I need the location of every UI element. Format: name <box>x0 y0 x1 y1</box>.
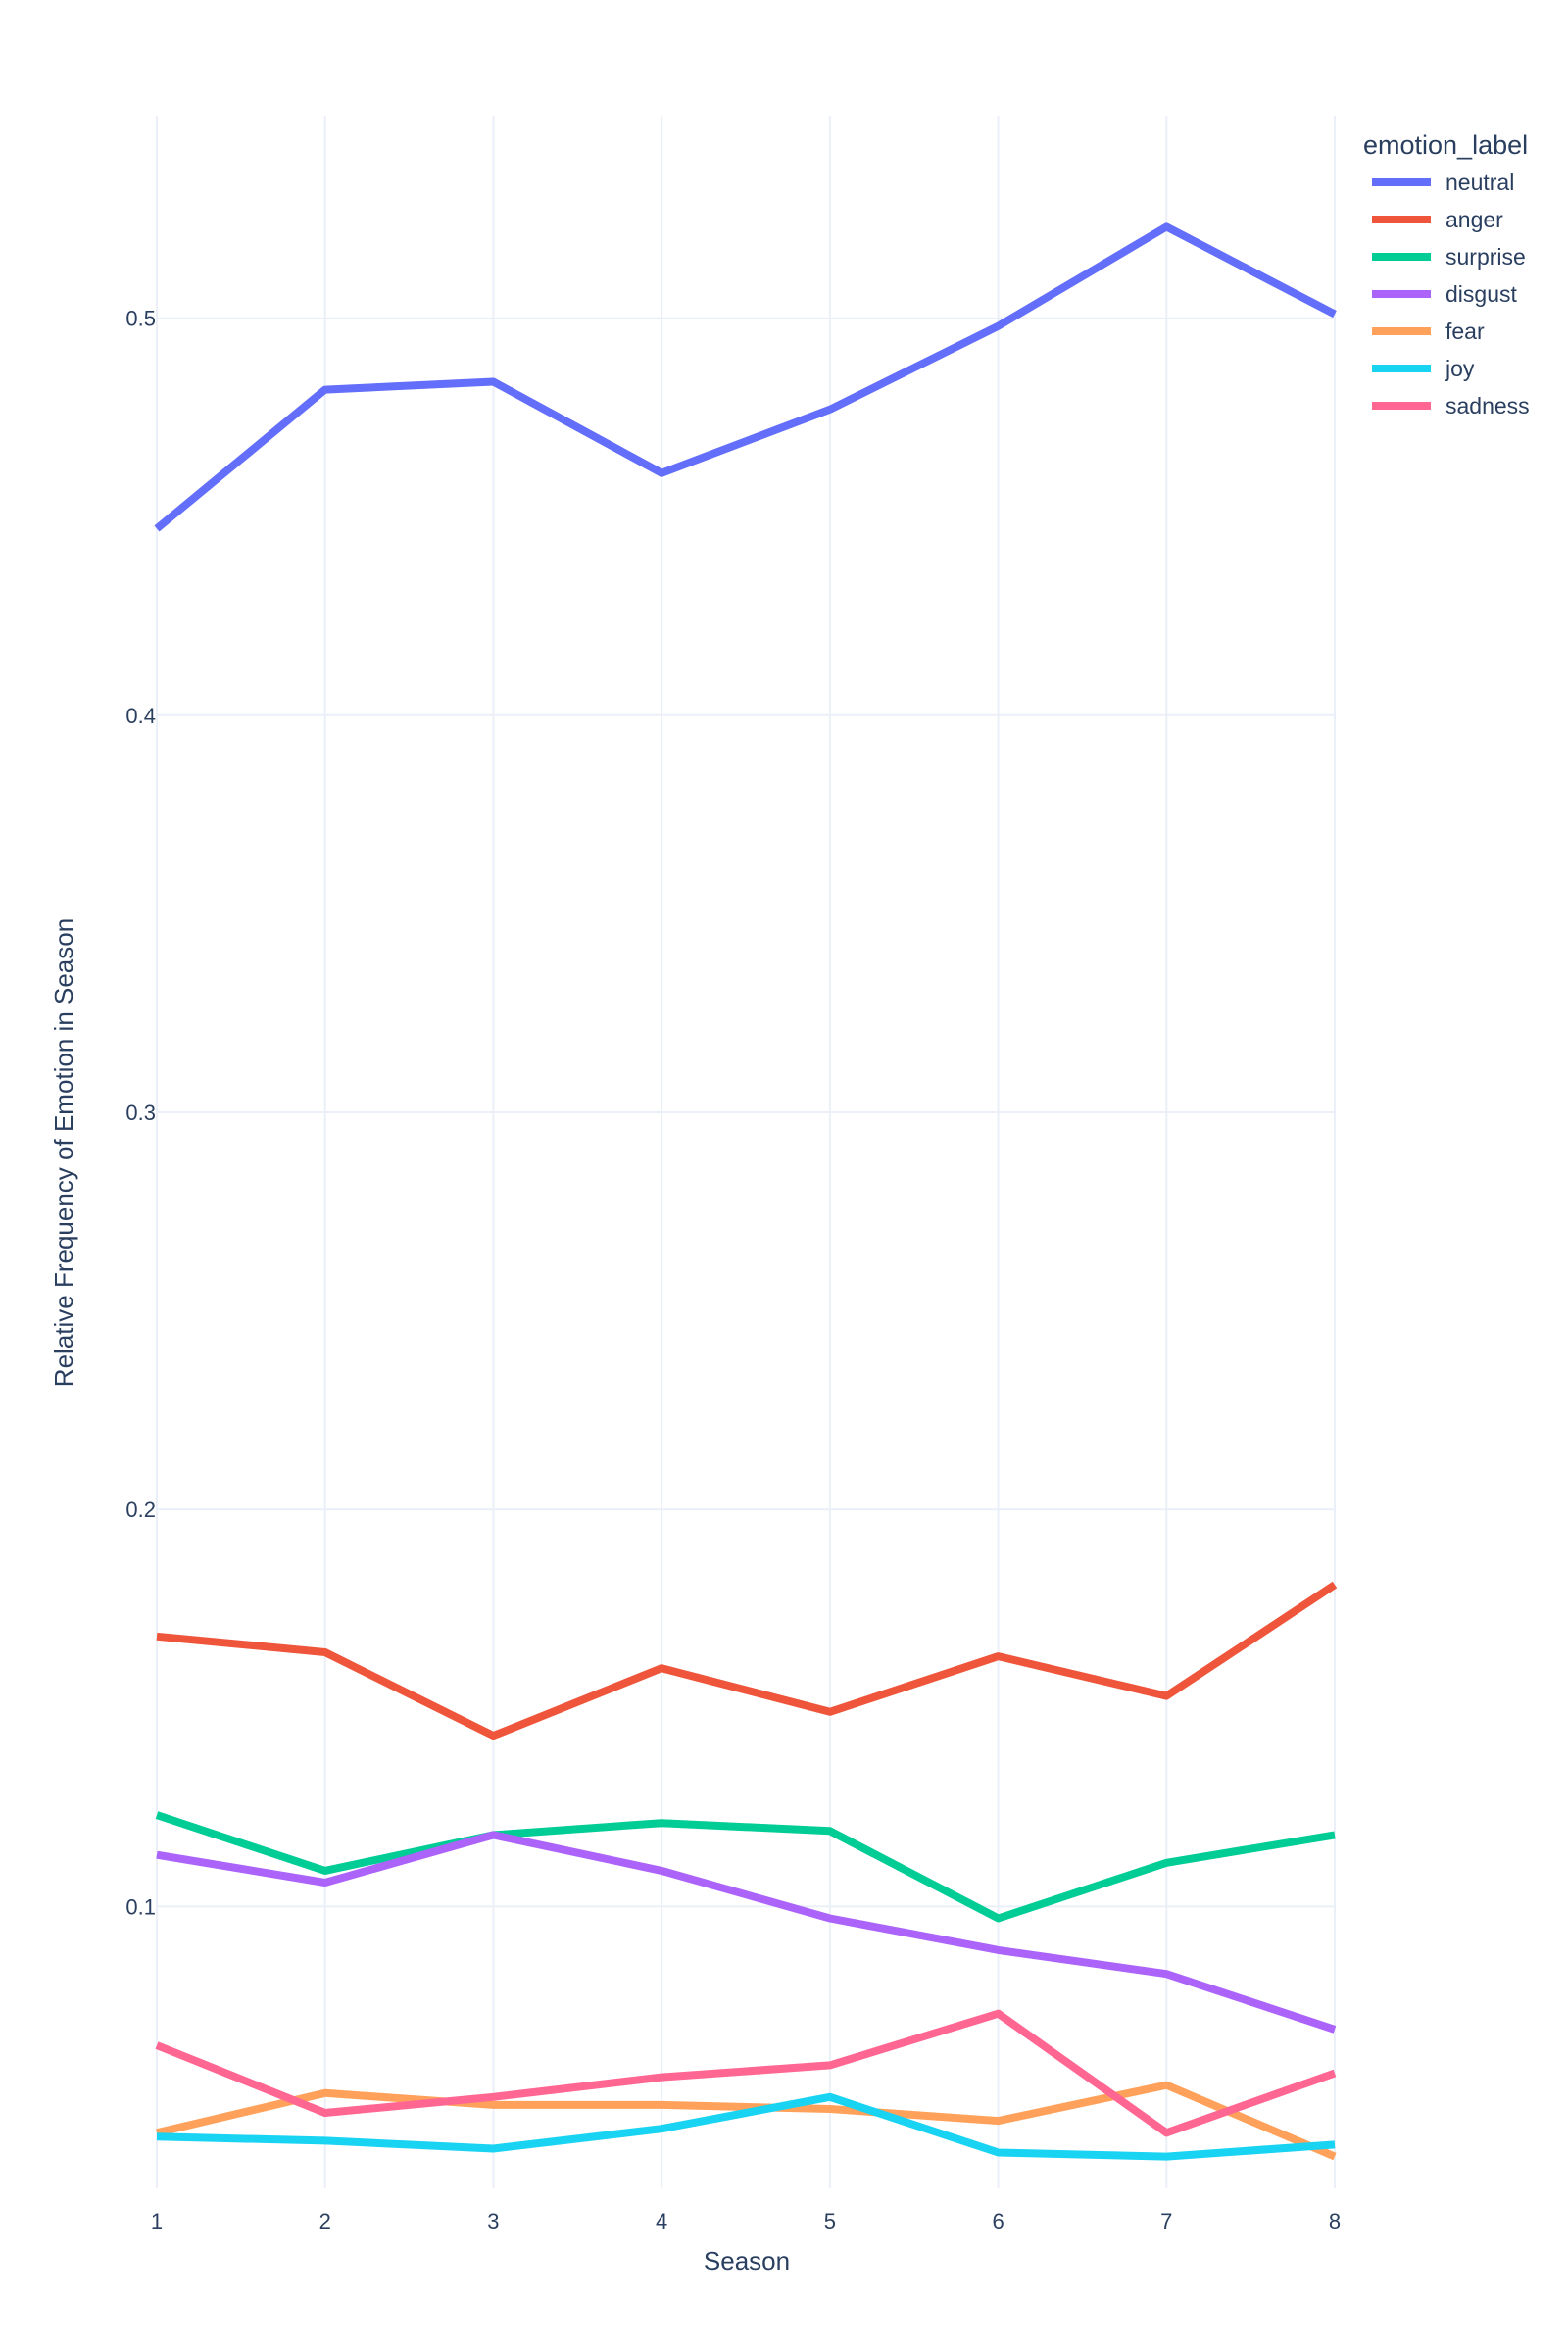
x-axis-title: Season <box>704 2246 790 2276</box>
legend-items: neutral anger surprise disgust fear joy sadnes… <box>1372 170 1530 418</box>
legend: emotion_label neutral anger surprise disgus… <box>1363 130 1530 418</box>
grid-lines <box>156 116 1336 2188</box>
x-tick-label: 5 <box>824 2209 836 2233</box>
legend-label: joy <box>1445 356 1475 381</box>
series-line-neutral <box>154 222 1337 532</box>
legend-item-surprise[interactable]: surprise <box>1372 244 1526 270</box>
x-tick-label: 3 <box>487 2209 499 2233</box>
x-tick-label: 1 <box>151 2209 163 2233</box>
y-axis-title: Relative Frequency of Emotion in Season <box>49 918 78 1387</box>
series-line-sadness <box>155 2009 1337 2137</box>
legend-item-joy[interactable]: joy <box>1372 356 1475 381</box>
legend-label: disgust <box>1446 281 1517 307</box>
legend-label: neutral <box>1446 170 1514 195</box>
series-line-disgust <box>156 1831 1337 2034</box>
x-tick-label: 8 <box>1329 2209 1341 2233</box>
y-axis-ticks: 0.1 0.2 0.3 0.4 0.5 <box>125 307 156 1920</box>
x-tick-label: 2 <box>319 2209 331 2233</box>
legend-label: anger <box>1446 207 1503 232</box>
legend-item-disgust[interactable]: disgust <box>1372 281 1517 307</box>
series-line-fear <box>156 2081 1337 2161</box>
x-axis-ticks: 1 2 3 4 5 6 7 8 <box>151 2209 1341 2233</box>
x-tick-label: 6 <box>992 2209 1004 2233</box>
legend-label: surprise <box>1446 244 1526 270</box>
y-tick-label: 0.1 <box>125 1894 156 1919</box>
legend-item-neutral[interactable]: neutral <box>1372 170 1514 195</box>
legend-label: fear <box>1446 318 1485 344</box>
series-lines <box>154 222 1338 2161</box>
legend-item-anger[interactable]: anger <box>1372 207 1503 232</box>
legend-title: emotion_label <box>1363 130 1528 160</box>
series-line-anger <box>156 1581 1338 1740</box>
legend-item-sadness[interactable]: sadness <box>1372 393 1530 418</box>
y-tick-label: 0.2 <box>125 1497 156 1522</box>
x-tick-label: 4 <box>656 2209 667 2233</box>
series-line-surprise <box>155 1811 1336 1923</box>
x-tick-label: 7 <box>1160 2209 1172 2233</box>
y-tick-label: 0.3 <box>125 1101 156 1125</box>
y-tick-label: 0.4 <box>125 704 156 728</box>
y-tick-label: 0.5 <box>125 307 156 331</box>
series-line-joy <box>156 2092 1336 2161</box>
legend-label: sadness <box>1446 393 1530 418</box>
legend-item-fear[interactable]: fear <box>1372 318 1485 344</box>
